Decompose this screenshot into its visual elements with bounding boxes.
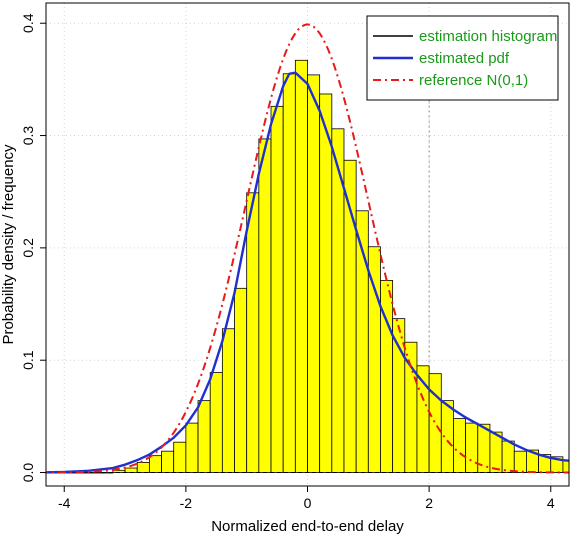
histogram-bar [161, 450, 175, 473]
y-tick-label: 0.3 [20, 126, 36, 146]
histogram-bar [209, 372, 223, 473]
reference-normal-line [46, 23, 569, 474]
y-tick-label: 0.2 [20, 238, 36, 258]
histogram-bar [136, 462, 150, 473]
histogram-bar [367, 246, 381, 473]
y-tick-label: 0.1 [20, 350, 36, 370]
histogram-bar [221, 328, 235, 473]
histogram-bar [513, 450, 527, 473]
x-tick-label: -2 [180, 495, 193, 511]
histogram-bar [270, 105, 284, 473]
histogram-bar [319, 93, 333, 473]
histogram-bar [234, 287, 248, 473]
x-axis-title: Normalized end-to-end delay [211, 518, 404, 535]
histogram-bar [307, 74, 321, 473]
histogram-bar [148, 455, 162, 473]
histogram-bars [46, 59, 569, 474]
histogram-bar [185, 422, 199, 473]
x-tick-label: 2 [425, 495, 433, 511]
histogram-bar [258, 138, 272, 473]
x-tick-label: 0 [304, 495, 312, 511]
y-tick-label: 0.0 [20, 463, 36, 483]
histogram-bar [465, 422, 479, 473]
y-axis-title: Probability density / frequency [0, 144, 17, 345]
y-tick-label: 0.4 [20, 13, 36, 33]
histogram-bar [197, 400, 211, 473]
histogram-bar [173, 441, 187, 473]
x-tick-label: 4 [547, 495, 555, 511]
histogram-bar [453, 418, 467, 473]
legend-label-histogram: estimation histogram [419, 28, 557, 45]
histogram-bar [294, 59, 308, 473]
axes: -4 -2 0 2 4 0.0 0.1 0.2 0.3 0.4 [20, 13, 555, 511]
histogram-bar [428, 373, 442, 473]
histogram-bar [392, 318, 406, 473]
legend-label-estimated-pdf: estimated pdf [419, 50, 510, 67]
histogram-bar [124, 467, 138, 473]
histogram-bar [282, 73, 296, 473]
histogram-bar [501, 440, 515, 473]
legend-label-reference: reference N(0,1) [419, 72, 528, 89]
density-curves [46, 23, 569, 474]
histogram-bar [489, 431, 503, 473]
histogram-bar [246, 192, 260, 473]
x-tick-label: -4 [58, 495, 71, 511]
legend: estimation histogram estimated pdf refer… [366, 15, 559, 101]
